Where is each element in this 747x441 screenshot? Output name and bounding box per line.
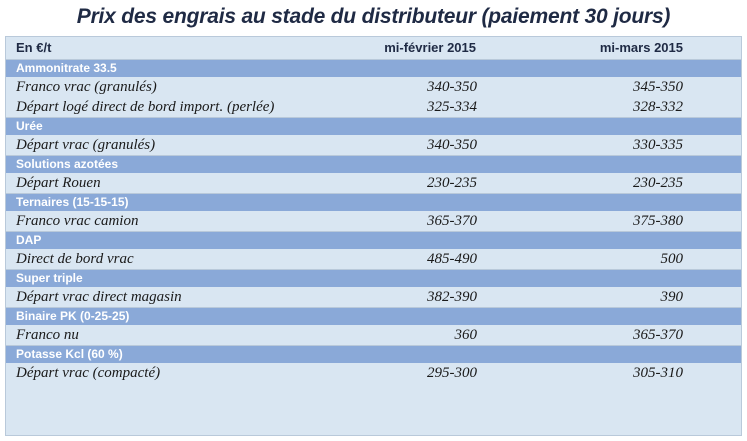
table-body: Ammonitrate 33.5 Franco vrac (granulés) 34…	[6, 59, 741, 383]
table-row: Départ logé direct de bord import. (perl…	[6, 97, 741, 117]
table-row: Départ vrac (compacté) 295-300 305-310	[6, 363, 741, 383]
section-header: Urée	[6, 117, 741, 135]
section-header: Potasse Kcl (60 %)	[6, 345, 741, 363]
col-march-header: mi-mars 2015	[599, 40, 683, 55]
table-row: Départ vrac (granulés) 340-350 330-335	[6, 135, 741, 155]
price-march: 345-350	[633, 79, 683, 95]
price-february: 325-334	[427, 99, 477, 115]
price-march: 500	[660, 251, 684, 267]
row-label: Franco vrac (granulés)	[16, 79, 157, 95]
table-row: Franco nu 360 365-370	[6, 325, 741, 345]
price-february: 340-350	[427, 137, 477, 153]
section-header: Solutions azotées	[6, 155, 741, 173]
table-row: Départ vrac direct magasin 382-390 390	[6, 287, 741, 307]
price-february: 360	[454, 327, 478, 343]
row-label: Départ Rouen	[16, 175, 101, 191]
price-february: 485-490	[427, 251, 477, 267]
price-march: 305-310	[633, 365, 683, 381]
price-february: 382-390	[427, 289, 477, 305]
price-table: En €/t mi-février 2015 mi-mars 2015 Ammo…	[5, 36, 742, 436]
table-header: En €/t mi-février 2015 mi-mars 2015	[6, 37, 741, 59]
price-march: 365-370	[633, 327, 683, 343]
section-header: DAP	[6, 231, 741, 249]
price-march: 390	[660, 289, 684, 305]
table-row: Direct de bord vrac 485-490 500	[6, 249, 741, 269]
page-title: Prix des engrais au stade du distributeu…	[76, 5, 671, 28]
unit-header: En €/t	[16, 40, 52, 55]
price-march: 230-235	[633, 175, 683, 191]
row-label: Franco vrac camion	[16, 213, 139, 229]
price-march: 375-380	[633, 213, 683, 229]
section-header: Ammonitrate 33.5	[6, 59, 741, 77]
section-header: Super triple	[6, 269, 741, 287]
table-row: Départ Rouen 230-235 230-235	[6, 173, 741, 193]
row-label: Départ vrac (granulés)	[16, 137, 156, 153]
row-label: Départ vrac direct magasin	[16, 289, 182, 305]
row-label: Départ vrac (compacté)	[16, 365, 161, 381]
price-february: 295-300	[427, 365, 477, 381]
section-header: Ternaires (15-15-15)	[6, 193, 741, 211]
table-row: Franco vrac camion 365-370 375-380	[6, 211, 741, 231]
price-march: 328-332	[633, 99, 683, 115]
price-february: 340-350	[427, 79, 477, 95]
row-label: Franco nu	[16, 327, 79, 343]
price-march: 330-335	[633, 137, 683, 153]
table-row: Franco vrac (granulés) 340-350 345-350	[6, 77, 741, 97]
row-label: Direct de bord vrac	[16, 251, 134, 267]
section-header: Binaire PK (0-25-25)	[6, 307, 741, 325]
row-label: Départ logé direct de bord import. (perl…	[16, 99, 275, 115]
price-february: 365-370	[427, 213, 477, 229]
col-february-header: mi-février 2015	[384, 40, 476, 55]
price-february: 230-235	[427, 175, 477, 191]
